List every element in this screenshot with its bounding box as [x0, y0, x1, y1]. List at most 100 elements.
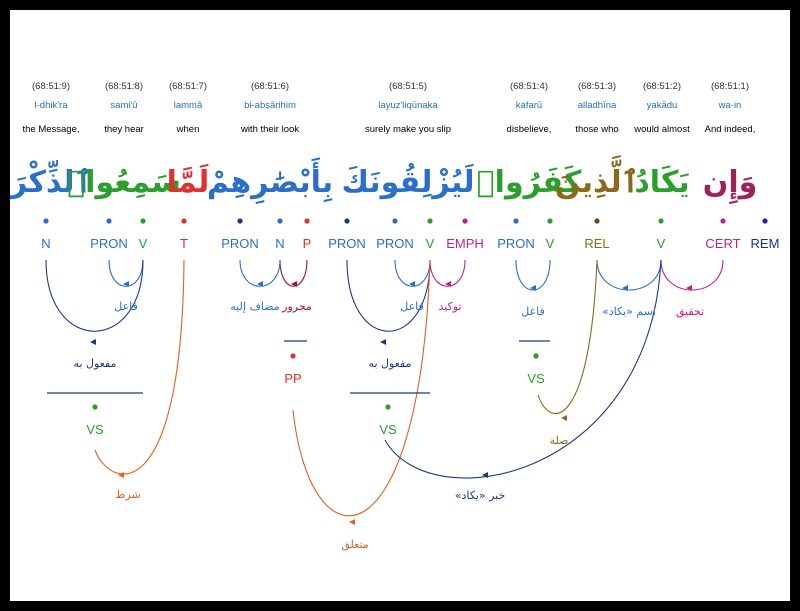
- relation-labels: فاعل مفعول به مجرور مضاف إليه فاعل توكيد…: [74, 300, 705, 552]
- dependency-graph: (68:51:9) l-dhik'ra the Message, ٱلذِّكْ…: [10, 81, 779, 552]
- arc-sila: [537, 259, 598, 414]
- tag-dot: [140, 218, 146, 224]
- arrowhead: [291, 281, 297, 287]
- pos-tag: PRON: [376, 236, 414, 251]
- token-transliteration: alladhīna: [578, 100, 617, 111]
- pos-tag: P: [303, 236, 312, 251]
- arrowhead: [482, 472, 488, 478]
- token-column: (68:51:6) bi-abṣārihim with their look ب…: [207, 81, 333, 205]
- arc-mafool-1: [45, 259, 144, 332]
- tag-dot: [181, 218, 187, 224]
- token-arabic: ٱلَّذِينَ: [555, 154, 639, 200]
- tag-dot: [762, 218, 768, 224]
- arrowhead: [622, 285, 628, 291]
- token-location: (68:51:7): [169, 81, 207, 92]
- token-arabic: سَمِعُوا۟: [67, 165, 181, 200]
- arrowhead: [118, 472, 124, 478]
- pos-tag: V: [657, 236, 666, 251]
- tag-dot: [392, 218, 398, 224]
- token-transliteration: kafarū: [516, 100, 542, 111]
- pos-tag: PRON: [497, 236, 535, 251]
- token-location: (68:51:5): [389, 81, 427, 92]
- arc-arrowheads: [90, 281, 692, 525]
- pos-tag: CERT: [705, 236, 740, 251]
- token-gloss: with their look: [240, 124, 299, 135]
- token-location: (68:51:9): [32, 81, 70, 92]
- token-arabic: لَمَّا: [167, 163, 210, 200]
- relation-label: مفعول به: [74, 357, 117, 370]
- tag-dots: [43, 218, 768, 224]
- tag-dot: [237, 218, 243, 224]
- pos-tag: N: [275, 236, 284, 251]
- arrowhead: [349, 519, 355, 525]
- token-transliteration: sami'ū: [110, 100, 137, 111]
- token-gloss: the Message,: [22, 124, 79, 135]
- token-gloss: they hear: [104, 124, 144, 135]
- phrase-node: VS: [379, 422, 397, 437]
- tag-dot: [43, 218, 49, 224]
- token-arabic: كَفَرُوا۟: [477, 165, 582, 200]
- relation-label: شرط: [115, 488, 140, 501]
- relation-label: اسم «يكاد»: [602, 305, 656, 318]
- relation-label: صلة: [550, 434, 569, 447]
- tag-dot: [658, 218, 664, 224]
- phrase-node: VS: [86, 422, 104, 437]
- token-location: (68:51:8): [105, 81, 143, 92]
- phrase-dot: [92, 404, 98, 410]
- tag-dot: [344, 218, 350, 224]
- phrase-dot: [533, 353, 539, 359]
- pos-tag: PRON: [90, 236, 128, 251]
- pos-tags: N PRON V T PRON N P PRON PRON V EMPH PRO…: [41, 236, 779, 251]
- arc-khabar: [384, 259, 662, 479]
- arc-shart: [94, 259, 185, 475]
- token-location: (68:51:1): [711, 81, 749, 92]
- relation-label: خبر «يكاد»: [455, 489, 506, 502]
- phrase-node: VS: [527, 371, 545, 386]
- token-transliteration: yakādu: [647, 100, 678, 111]
- dependency-arcs: [45, 259, 724, 517]
- token-arabic: وَإِن: [703, 165, 758, 205]
- arc-mutaallaq: [292, 259, 431, 517]
- arc-tawkeed: [429, 259, 466, 287]
- tag-dot: [277, 218, 283, 224]
- arc-mafool-2: [346, 259, 431, 332]
- arrowhead: [380, 339, 386, 345]
- pos-tag: PRON: [328, 236, 366, 251]
- token-location: (68:51:2): [643, 81, 681, 92]
- token-location: (68:51:3): [578, 81, 616, 92]
- relation-label: مضاف إليه: [230, 300, 279, 313]
- arrowhead: [530, 285, 536, 291]
- arc-fail-1: [108, 259, 144, 287]
- relation-label: متعلق: [341, 538, 368, 552]
- relation-label: توكيد: [438, 300, 461, 313]
- tag-dot: [547, 218, 553, 224]
- pos-tag: N: [41, 236, 50, 251]
- token-gloss: disbelieve,: [507, 124, 552, 135]
- token-column: (68:51:9) l-dhik'ra the Message, ٱلذِّكْ…: [10, 81, 92, 200]
- token-column: (68:51:7) lammā when لَمَّا: [167, 81, 210, 200]
- relation-label: فاعل: [400, 300, 424, 313]
- token-transliteration: l-dhik'ra: [35, 100, 69, 111]
- token-gloss: when: [176, 124, 200, 135]
- token-arabic: بِأَبْصَٰرِهِمْ: [207, 157, 333, 205]
- token-gloss: And indeed,: [705, 124, 756, 135]
- token-transliteration: wa-in: [718, 100, 742, 111]
- relation-label: فاعل: [521, 305, 545, 318]
- relation-label: مجرور: [281, 300, 312, 313]
- token-column: (68:51:5) layuz'liqūnaka surely make you…: [341, 81, 474, 200]
- token-gloss: surely make you slip: [365, 124, 451, 135]
- diagram-canvas: (68:51:9) l-dhik'ra the Message, ٱلذِّكْ…: [10, 10, 790, 601]
- arc-fail-3: [515, 259, 551, 291]
- token-transliteration: lammā: [174, 100, 203, 111]
- token-column: (68:51:1) wa-in And indeed, وَإِن: [703, 81, 758, 205]
- tag-dot: [462, 218, 468, 224]
- pos-tag: V: [426, 236, 435, 251]
- tag-dot: [720, 218, 726, 224]
- pos-tag: V: [139, 236, 148, 251]
- relation-label: تحقيق: [676, 305, 704, 319]
- pos-tag: PRON: [221, 236, 259, 251]
- arc-mudaf: [239, 259, 281, 287]
- phrase-node: PP: [284, 371, 301, 386]
- phrase-dot: [385, 404, 391, 410]
